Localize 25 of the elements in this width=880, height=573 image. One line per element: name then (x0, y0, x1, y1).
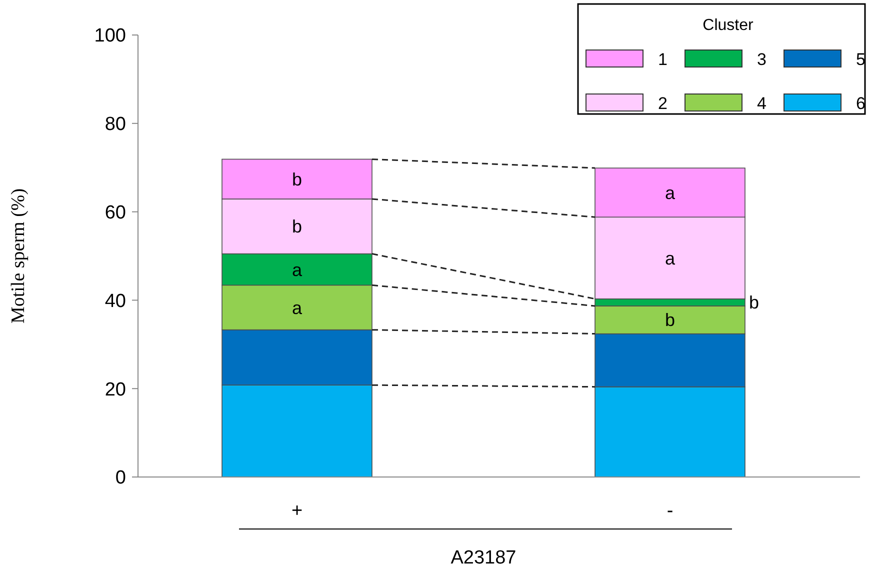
legend-label: 2 (658, 94, 668, 113)
data-label: b (664, 310, 676, 330)
y-tick-label: 80 (104, 114, 126, 136)
legend-label: 3 (757, 50, 766, 69)
data-label: b (292, 169, 302, 190)
x-tick-label: - (666, 500, 674, 522)
y-tick-label: 100 (94, 26, 126, 47)
data-label: a (292, 260, 303, 280)
legend-label: 1 (658, 50, 668, 69)
data-label: a (664, 182, 676, 203)
x-axis-title: A23187 (450, 548, 516, 569)
legend-label: 5 (856, 50, 866, 69)
y-tick-label: 40 (104, 290, 126, 312)
data-label: b (292, 216, 302, 237)
data-label: b (749, 292, 760, 313)
y-axis-title: Motile sperm (%) (8, 188, 29, 324)
x-tick-label: + (291, 500, 303, 522)
legend-title: Cluster (702, 17, 754, 34)
y-tick-label: 0 (115, 468, 126, 489)
y-tick-label: 60 (104, 202, 126, 224)
y-tick-label: 20 (104, 379, 126, 400)
legend-label: 4 (757, 94, 766, 113)
data-label: a (292, 298, 303, 318)
data-label: a (664, 248, 676, 268)
legend-label: 6 (856, 94, 866, 113)
